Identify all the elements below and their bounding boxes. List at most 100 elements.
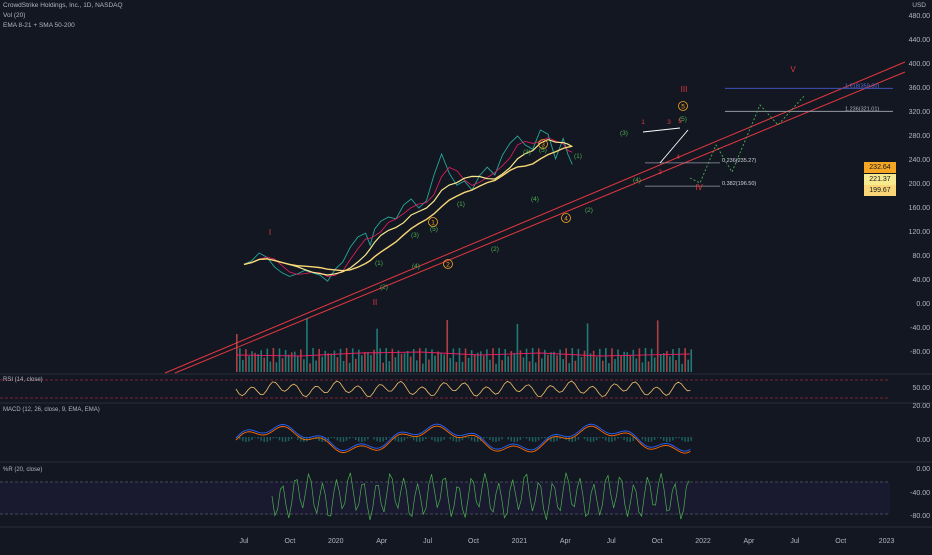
macd-histogram-bar <box>239 437 241 439</box>
volume-bar <box>453 349 455 372</box>
volume-bar <box>355 359 357 372</box>
price-axis-label: 80.00 <box>912 253 930 260</box>
macd-histogram-bar <box>288 437 290 441</box>
macd-label[interactable]: MACD (12, 26, close, 9, EMA, EMA) <box>3 407 100 413</box>
time-axis-label: Oct <box>652 538 663 545</box>
volume-bar <box>282 358 284 372</box>
volume-ma-line <box>236 352 690 356</box>
price-axis-label: 360.00 <box>909 85 931 92</box>
volume-bar <box>248 356 250 372</box>
volume-bar <box>440 352 442 372</box>
volume-bar <box>596 357 598 372</box>
volume-bar <box>410 356 412 372</box>
macd-histogram-bar <box>483 437 485 439</box>
wave-sub-label: 2 <box>658 169 662 176</box>
macd-histogram-bar <box>385 437 387 440</box>
volume-bar <box>379 348 381 372</box>
ema-indicator-label[interactable]: EMA 8-21 + SMA 50-200 <box>3 22 75 29</box>
macd-histogram-bar <box>626 437 628 442</box>
macd-histogram-bar <box>379 437 381 442</box>
macd-histogram-bar <box>568 437 570 441</box>
volume-bar <box>349 363 351 372</box>
macd-histogram-bar <box>297 437 299 440</box>
time-axis-label: Apr <box>743 538 755 545</box>
macd-histogram-bar <box>578 437 580 440</box>
volume-bar <box>602 361 604 372</box>
wave-label-v: V <box>790 65 796 74</box>
macd-histogram-bar <box>389 437 391 438</box>
volume-bar <box>242 360 244 372</box>
macd-histogram-bar <box>611 437 613 442</box>
chart-title: CrowdStrike Holdings, Inc., 1D, NASDAQ <box>3 2 123 9</box>
rsi-label[interactable]: RSI (14, close) <box>3 377 43 383</box>
macd-histogram-bar <box>263 437 265 442</box>
macd-histogram-bar <box>645 437 647 441</box>
volume-bar <box>328 353 330 372</box>
volume-bar <box>651 349 653 372</box>
macd-histogram-bar <box>376 437 378 441</box>
macd-histogram-bar <box>663 437 665 441</box>
wave-minor-label: (4) <box>633 177 641 184</box>
volume-bar <box>300 349 302 372</box>
macd-histogram-bar <box>587 437 589 441</box>
macd-histogram-bar <box>599 437 601 438</box>
wave-minor-label: (2) <box>491 246 499 253</box>
volume-bar <box>352 348 354 372</box>
volume-bar <box>312 348 314 372</box>
macd-histogram-bar <box>410 437 412 438</box>
macd-histogram-bar <box>596 437 598 440</box>
fib-label: 0.236(235.27) <box>722 158 756 164</box>
macd-histogram-bar <box>617 437 619 439</box>
vol-indicator-label[interactable]: Vol (20) <box>3 12 25 19</box>
volume-bar <box>690 349 692 372</box>
volume-bar <box>581 357 583 372</box>
macd-histogram-bar <box>434 437 436 441</box>
wave-minor-label: (4) <box>412 263 420 270</box>
macd-histogram-bar <box>407 437 409 438</box>
macd-histogram-bar <box>340 437 342 442</box>
volume-bar <box>572 348 574 372</box>
macd-histogram-bar <box>690 437 692 441</box>
volume-bar <box>593 351 595 372</box>
wedge-line <box>660 130 688 163</box>
volume-bar <box>291 352 293 372</box>
volume-bar <box>617 350 619 372</box>
volume-bar <box>306 318 308 372</box>
volume-bar <box>629 355 631 372</box>
macd-histogram-bar <box>471 437 473 441</box>
volume-bar <box>514 353 516 372</box>
volume-bar <box>495 364 497 372</box>
sma-50-line <box>244 140 572 275</box>
macd-histogram-bar <box>337 437 339 441</box>
volume-bar <box>276 362 278 372</box>
sma-200-line <box>244 146 572 271</box>
trend-channel-lower <box>175 72 905 373</box>
volume-bar <box>590 353 592 372</box>
time-axis-label: Jul <box>423 538 432 545</box>
volume-bar <box>575 361 577 372</box>
volume-bar <box>483 356 485 372</box>
wave-minor-label: (3) <box>411 232 419 239</box>
volume-bar <box>395 357 397 372</box>
wr-label[interactable]: %R (20, close) <box>3 467 42 473</box>
price-tag-current: 232.64 <box>864 162 896 173</box>
time-axis-label: Jul <box>607 538 616 545</box>
time-axis-label: Jul <box>240 538 249 545</box>
macd-histogram-bar <box>514 437 516 442</box>
volume-bar <box>684 348 686 372</box>
wave-sub-label: 3 <box>667 119 671 126</box>
volume-bar <box>486 349 488 372</box>
macd-histogram-bar <box>245 437 247 442</box>
volume-bar <box>480 351 482 372</box>
macd-histogram-bar <box>602 437 604 439</box>
price-tag-ema: 221.37 <box>864 174 896 185</box>
price-axis-label: 40.00 <box>912 277 930 284</box>
time-axis-label: 2020 <box>328 538 344 545</box>
time-axis-label: 2023 <box>879 538 895 545</box>
volume-bar <box>425 348 427 372</box>
wave-sub-label: 1 <box>641 119 645 126</box>
volume-bar <box>245 349 247 372</box>
wave-label-iii: III <box>681 85 688 94</box>
